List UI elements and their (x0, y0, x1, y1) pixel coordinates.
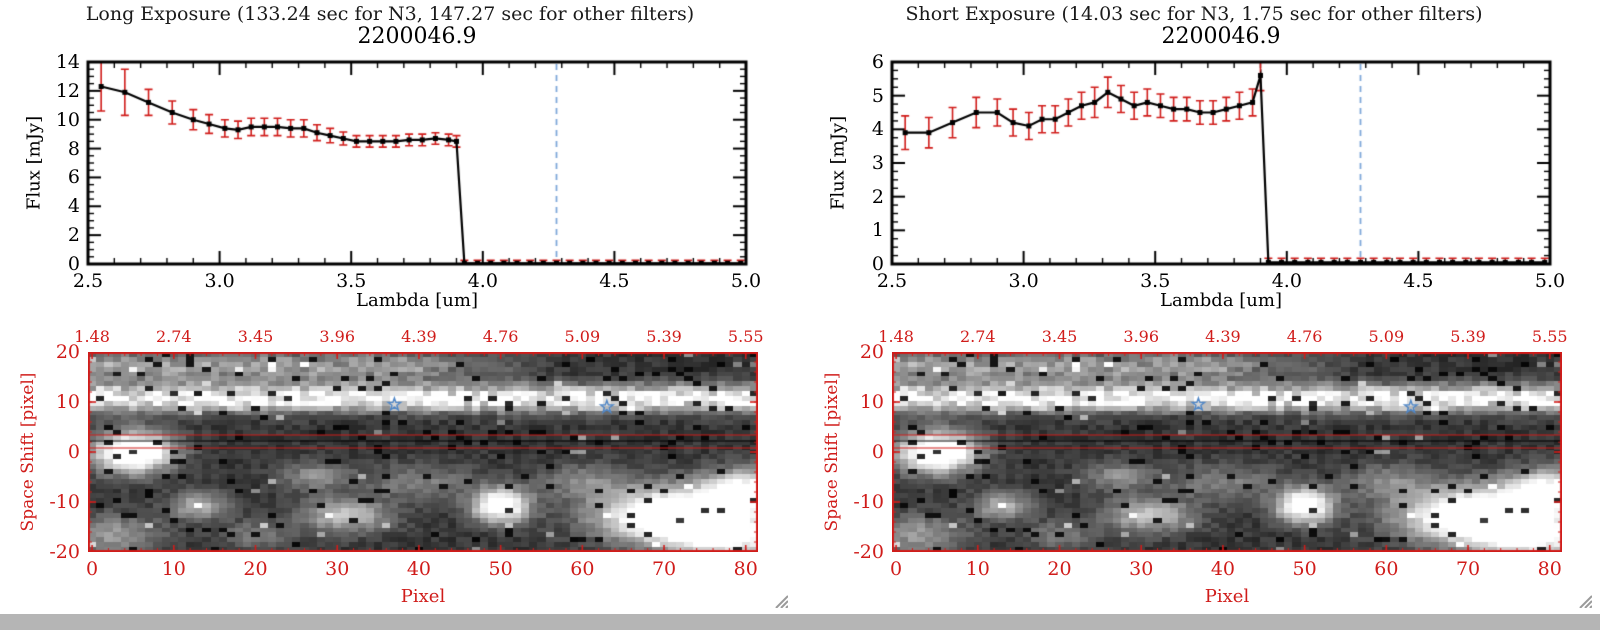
pixel-tick-label: 50 (488, 558, 513, 580)
space-shift-tick-label: 20 (55, 341, 80, 363)
long-exposure-heading: Long Exposure (133.24 sec for N3, 147.27… (85, 3, 695, 25)
wavelength-tick-label: 3.45 (1041, 327, 1078, 346)
space-shift-tick-label: 0 (871, 441, 884, 463)
long-flux-axis-label: Flux [mJy] (23, 115, 45, 211)
wavelength-tick-label: 3.96 (1123, 327, 1160, 346)
space-shift-tick-label: -10 (49, 491, 80, 513)
taskbar-strip (0, 614, 1600, 630)
space-shift-tick-label: 10 (859, 391, 884, 413)
wavelength-tick-label: 5.55 (1531, 327, 1568, 346)
pixel-tick-label: 60 (1374, 558, 1399, 580)
space-shift-tick-label: 20 (859, 341, 884, 363)
wavelength-tick-label: 2.74 (155, 327, 192, 346)
long-2d-spectral-image (88, 352, 758, 552)
resize-grip-icon[interactable] (772, 592, 788, 608)
short-2d-spectral-image (892, 352, 1562, 552)
wavelength-tick-label: 4.39 (1205, 327, 1241, 346)
pixel-tick-label: 60 (570, 558, 595, 580)
wavelength-tick-label: 5.39 (1450, 327, 1486, 346)
wavelength-tick-label: 5.39 (646, 327, 682, 346)
short-exposure-heading: Short Exposure (14.03 sec for N3, 1.75 s… (905, 3, 1483, 25)
pixel-tick-label: 30 (1129, 558, 1154, 580)
wavelength-tick-label: 1.48 (74, 327, 110, 346)
pixel-tick-label: 0 (890, 558, 903, 580)
space-shift-tick-label: -20 (49, 541, 80, 563)
wavelength-tick-label: 3.45 (237, 327, 274, 346)
pixel-tick-label: 10 (965, 558, 990, 580)
pixel-tick-label: 10 (161, 558, 186, 580)
pixel-tick-label: 80 (1537, 558, 1562, 580)
long-spectrum-plot (0, 52, 796, 276)
pixel-tick-label: 40 (406, 558, 431, 580)
pixel-tick-label: 0 (86, 558, 99, 580)
pixel-tick-label: 50 (1292, 558, 1317, 580)
pixel-tick-label: 30 (325, 558, 350, 580)
wavelength-tick-label: 1.48 (878, 327, 914, 346)
pixel-tick-label: 70 (651, 558, 677, 580)
pixel-tick-label: 40 (1210, 558, 1235, 580)
short-flux-axis-label: Flux [mJy] (827, 115, 849, 211)
wavelength-tick-label: 4.76 (1286, 327, 1323, 346)
wavelength-tick-label: 3.96 (319, 327, 356, 346)
pixel-tick-label: 20 (243, 558, 268, 580)
long-pixel-axis-label: Pixel (400, 586, 446, 607)
wavelength-tick-label: 5.09 (564, 327, 601, 346)
resize-grip-icon[interactable] (1576, 592, 1592, 608)
short-pixel-axis-label: Pixel (1204, 586, 1250, 607)
wavelength-tick-label: 4.76 (482, 327, 519, 346)
pixel-tick-label: 20 (1047, 558, 1072, 580)
space-shift-tick-label: -20 (853, 541, 884, 563)
pixel-tick-label: 80 (733, 558, 758, 580)
short-lambda-axis-label: Lambda [um] (1160, 290, 1282, 311)
space-shift-tick-label: -10 (853, 491, 884, 513)
short-spectrum-title: 2200046.9 (1161, 24, 1281, 49)
wavelength-tick-label: 5.09 (1368, 327, 1405, 346)
space-shift-tick-label: 0 (67, 441, 80, 463)
wavelength-tick-label: 2.74 (959, 327, 996, 346)
wavelength-tick-label: 5.55 (727, 327, 764, 346)
short-spectrum-plot (804, 52, 1600, 276)
long-lambda-axis-label: Lambda [um] (356, 290, 478, 311)
long-space-shift-axis-label: Space Shift [pixel] (18, 372, 38, 532)
short-exposure-window: Short Exposure (14.03 sec for N3, 1.75 s… (804, 0, 1600, 614)
pixel-tick-label: 70 (1455, 558, 1481, 580)
short-space-shift-axis-label: Space Shift [pixel] (822, 372, 842, 532)
long-exposure-window: Long Exposure (133.24 sec for N3, 147.27… (0, 0, 796, 614)
long-spectrum-title: 2200046.9 (357, 24, 477, 49)
wavelength-tick-label: 4.39 (401, 327, 437, 346)
space-shift-tick-label: 10 (55, 391, 80, 413)
